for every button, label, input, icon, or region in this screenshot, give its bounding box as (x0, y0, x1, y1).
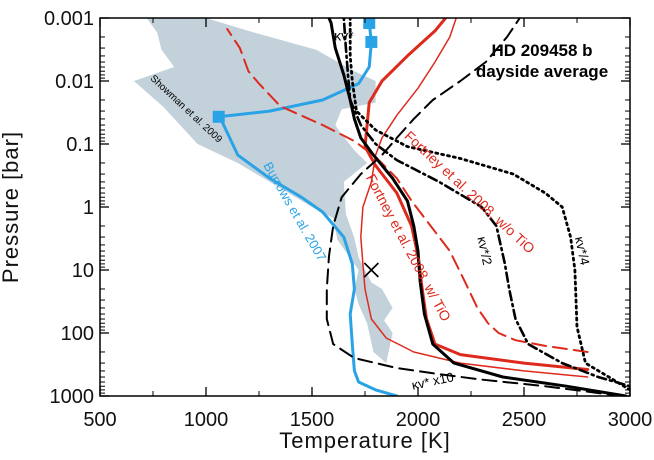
y-axis-title: Pressure [bar] (0, 131, 23, 283)
y-tick-label-6: 1000 (50, 386, 95, 408)
x-tick-label-3: 2000 (396, 409, 441, 431)
tick-labels: 500 1000 1500 2000 2500 30000.0010.010.111010… (44, 8, 652, 431)
marker-square-2 (363, 18, 376, 29)
x-tick-label-0: 500 (83, 409, 116, 431)
shaded-region (133, 18, 393, 364)
markers (212, 18, 379, 278)
plot-area (133, 18, 630, 396)
y-tick-label-5: 100 (61, 323, 94, 345)
y-tick-label-2: 0.1 (66, 134, 94, 156)
chart-title-line1: HD 209458 b (491, 41, 592, 60)
marker-square-0 (212, 110, 225, 123)
ticks (99, 17, 631, 397)
y-tick-label-4: 10 (72, 260, 94, 282)
marker-square-1 (365, 35, 378, 48)
annotation-5: κv*/2 (474, 235, 495, 266)
series-line-7 (342, 18, 630, 388)
x-axis-title: Temperature [K] (279, 428, 451, 453)
y-tick-label-3: 1 (83, 197, 94, 219)
series-line-2 (363, 18, 590, 371)
x-tick-label-4: 2500 (502, 409, 547, 431)
series-line-3 (360, 18, 589, 378)
y-tick-label-0: 0.001 (44, 8, 94, 30)
series-line-5 (327, 18, 628, 396)
x-tick-label-1: 1000 (184, 409, 229, 431)
y-tick-label-1: 0.01 (55, 71, 94, 93)
series-line-6 (325, 18, 623, 396)
x-tick-label-5: 3000 (608, 409, 653, 431)
series-line-8 (348, 18, 630, 392)
series-line-4 (226, 28, 589, 353)
marker-cross-3 (363, 262, 379, 278)
x-tick-label-2: 1500 (290, 409, 335, 431)
annotation-6: κv*/4 (572, 235, 593, 266)
annotation-4: κv* (334, 28, 354, 44)
chart-title-line2: dayside average (476, 62, 608, 81)
